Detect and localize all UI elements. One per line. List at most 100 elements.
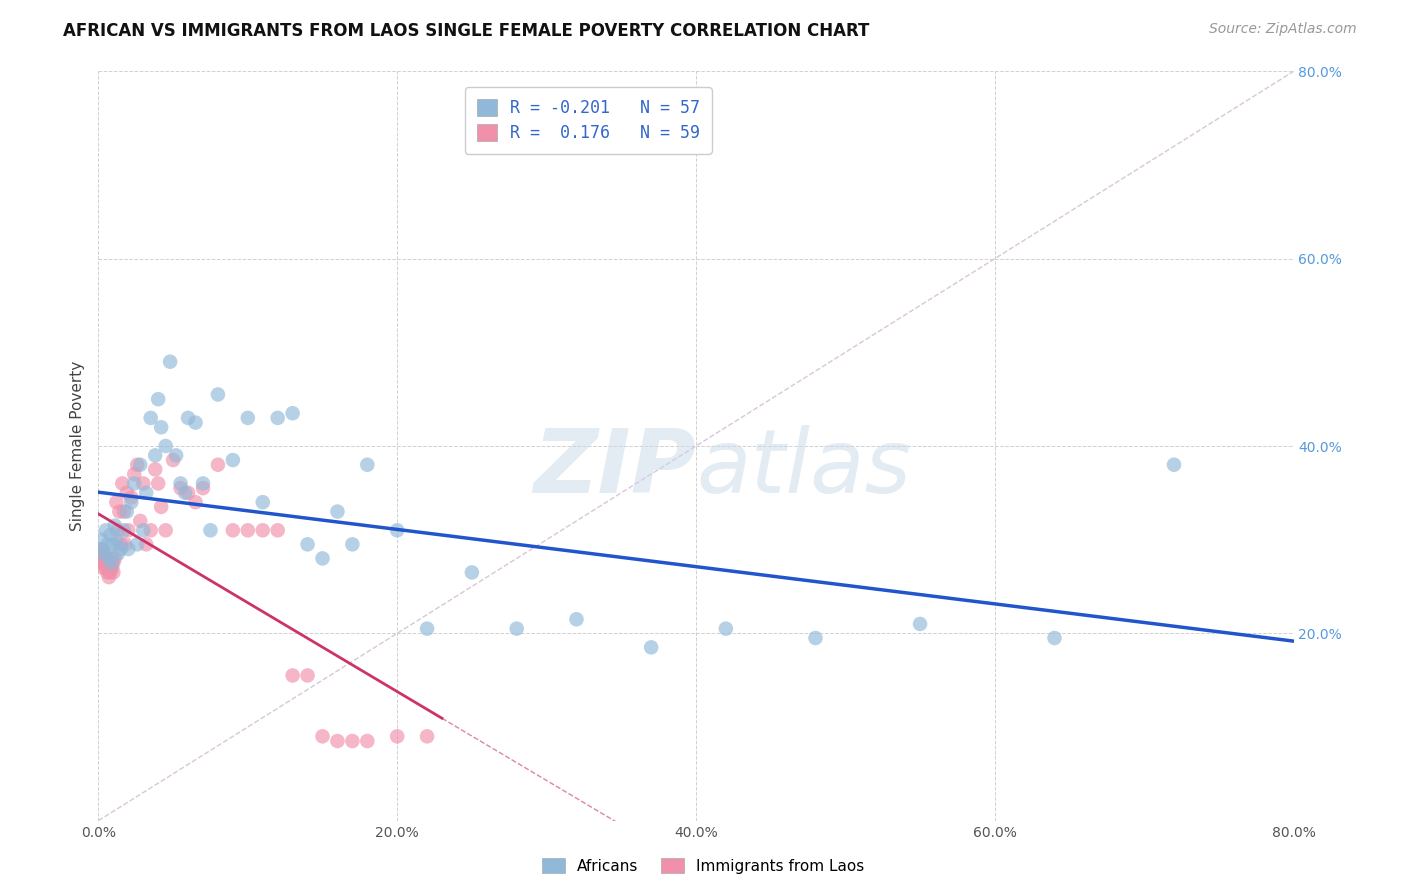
Point [184, 416, 207, 430]
Point [114, 537, 136, 551]
Point [162, 453, 184, 467]
Text: AFRICAN VS IMMIGRANTS FROM LAOS SINGLE FEMALE POVERTY CORRELATION CHART: AFRICAN VS IMMIGRANTS FROM LAOS SINGLE F… [63, 22, 870, 40]
Point [236, 524, 259, 538]
Point [565, 612, 588, 626]
Point [297, 668, 319, 682]
Point [148, 392, 170, 407]
Point [267, 411, 290, 425]
Point [342, 537, 364, 551]
Point [908, 617, 931, 632]
Point [150, 500, 173, 514]
Point [155, 524, 177, 538]
Point [97, 570, 120, 584]
Point [115, 505, 138, 519]
Point [103, 537, 125, 551]
Point [150, 420, 173, 434]
Point [124, 476, 146, 491]
Point [143, 449, 166, 463]
Point [91, 542, 114, 557]
Point [222, 524, 245, 538]
Point [91, 561, 114, 575]
Point [135, 537, 157, 551]
Point [461, 566, 484, 580]
Point [155, 439, 177, 453]
Point [90, 551, 112, 566]
Point [267, 524, 290, 538]
Point [117, 524, 139, 538]
Point [96, 566, 118, 580]
Point [120, 495, 142, 509]
Text: ZIP: ZIP [533, 425, 696, 512]
Point [105, 533, 128, 547]
Text: atlas: atlas [696, 425, 911, 511]
Point [143, 462, 166, 476]
Point [124, 467, 146, 482]
Point [416, 622, 439, 636]
Point [311, 730, 333, 744]
Point [101, 551, 124, 566]
Point [207, 387, 229, 401]
Point [112, 505, 135, 519]
Point [174, 486, 197, 500]
Point [159, 355, 181, 369]
Point [104, 518, 127, 533]
Point [89, 547, 111, 561]
Point [191, 476, 214, 491]
Point [107, 547, 129, 561]
Point [90, 542, 112, 557]
Point [356, 458, 378, 472]
Point [148, 476, 170, 491]
Point [252, 495, 274, 509]
Point [97, 551, 120, 566]
Point [98, 561, 122, 575]
Point [311, 551, 333, 566]
Point [165, 449, 187, 463]
Point [93, 547, 115, 561]
Point [132, 524, 155, 538]
Point [93, 556, 115, 570]
Point [103, 566, 125, 580]
Point [169, 476, 191, 491]
Point [110, 537, 132, 551]
Point [385, 524, 409, 538]
Point [385, 730, 409, 744]
Point [326, 505, 349, 519]
Point [281, 406, 304, 420]
Point [101, 556, 124, 570]
Point [108, 505, 131, 519]
Point [1163, 458, 1185, 472]
Point [207, 458, 229, 472]
Point [184, 495, 207, 509]
Point [252, 524, 274, 538]
Point [91, 547, 114, 561]
Legend: R = -0.201   N = 57, R =  0.176   N = 59: R = -0.201 N = 57, R = 0.176 N = 59 [465, 87, 711, 153]
Point [169, 481, 191, 495]
Point [94, 561, 117, 575]
Point [640, 640, 662, 655]
Point [139, 411, 162, 425]
Point [129, 458, 152, 472]
Point [103, 556, 125, 570]
Point [222, 453, 245, 467]
Point [804, 631, 827, 645]
Point [200, 524, 222, 538]
Point [416, 730, 439, 744]
Point [132, 476, 155, 491]
Point [714, 622, 737, 636]
Point [191, 481, 214, 495]
Point [94, 524, 117, 538]
Point [356, 734, 378, 748]
Point [96, 556, 118, 570]
Point [120, 491, 142, 505]
Point [112, 524, 135, 538]
Point [107, 524, 129, 538]
Legend: Africans, Immigrants from Laos: Africans, Immigrants from Laos [536, 852, 870, 880]
Point [115, 486, 138, 500]
Point [98, 528, 122, 542]
Point [90, 533, 112, 547]
Point [110, 542, 132, 557]
Point [177, 486, 200, 500]
Point [98, 566, 122, 580]
Point [177, 411, 200, 425]
Point [342, 734, 364, 748]
